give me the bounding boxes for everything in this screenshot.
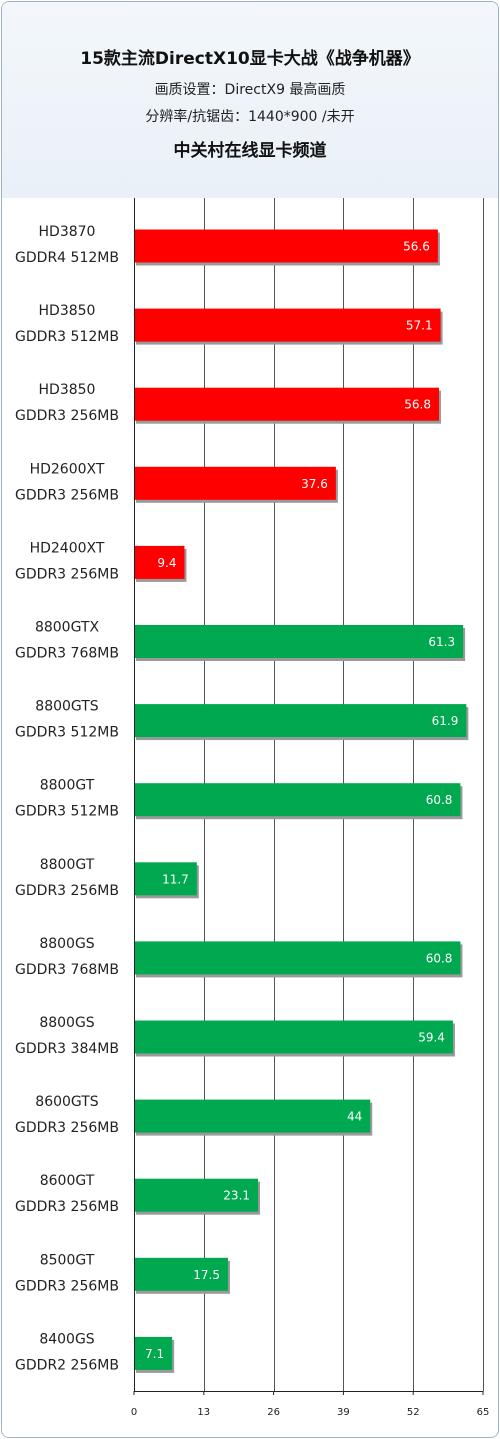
data-label: 60.8	[426, 793, 453, 807]
category-label: GDDR3 256MB	[15, 1278, 119, 1294]
x-tick-label: 52	[407, 1407, 420, 1418]
bar	[134, 1020, 453, 1054]
category-label: 8800GTS	[35, 699, 99, 715]
category-label: GDDR2 256MB	[15, 1357, 119, 1373]
category-label: 8800GS	[39, 1015, 94, 1031]
bar	[134, 466, 336, 500]
category-label: HD3850	[39, 382, 96, 398]
category-label: 8600GT	[40, 1173, 95, 1189]
category-label: 8800GT	[40, 857, 95, 873]
category-label: GDDR3 256MB	[15, 1120, 119, 1136]
category-label: GDDR3 768MB	[15, 962, 119, 978]
category-label: HD2400XT	[30, 540, 105, 556]
bar	[134, 1257, 228, 1291]
category-label: GDDR3 256MB	[15, 1199, 119, 1215]
data-label: 59.4	[418, 1031, 445, 1045]
data-label: 9.4	[157, 556, 176, 570]
category-label: HD3850	[39, 303, 96, 319]
category-label: 8600GTS	[35, 1094, 99, 1110]
data-label: 60.8	[426, 951, 453, 965]
category-label: 8500GT	[40, 1252, 95, 1268]
data-label: 56.6	[403, 240, 430, 254]
category-label: GDDR3 512MB	[15, 804, 119, 820]
bar	[134, 783, 461, 817]
bar	[134, 1099, 371, 1133]
bar	[134, 229, 438, 263]
data-label: 57.1	[406, 319, 433, 333]
category-label: GDDR3 256MB	[15, 408, 119, 424]
bar	[134, 1178, 259, 1212]
bar	[134, 387, 439, 421]
bar	[134, 308, 441, 342]
bar	[134, 862, 197, 896]
category-label: GDDR3 768MB	[15, 646, 119, 662]
category-label: GDDR3 256MB	[15, 566, 119, 582]
category-label: HD3870	[39, 224, 96, 240]
chart-subtitle-resolution: 分辨率/抗锯齿：1440*900 /未开	[145, 109, 355, 125]
chart-title: 15款主流DirectX10显卡大战《战争机器》	[80, 49, 420, 69]
category-label: GDDR3 512MB	[15, 329, 119, 345]
data-label: 61.9	[432, 714, 459, 728]
chart-header: 15款主流DirectX10显卡大战《战争机器》 画质设置：DirectX9 最…	[2, 2, 498, 198]
data-label: 7.1	[145, 1347, 164, 1361]
data-label: 17.5	[193, 1268, 220, 1282]
chart-subtitle-source: 中关村在线显卡频道	[173, 141, 327, 161]
plot-area: 56.6 HD3870 GDDR4 512MB 57.1 HD3850 GDDR3 512…	[2, 198, 498, 1437]
category-label: 8800GT	[40, 778, 95, 794]
category-label: 8800GS	[39, 936, 94, 952]
x-tick-label: 0	[131, 1407, 137, 1418]
category-label: GDDR3 256MB	[15, 883, 119, 899]
bar	[134, 625, 464, 658]
category-label: GDDR3 384MB	[15, 1041, 119, 1057]
x-tick-label: 65	[477, 1407, 490, 1418]
category-label: 8800GTX	[35, 620, 100, 636]
data-label: 61.3	[428, 635, 455, 649]
data-label: 56.8	[404, 398, 431, 412]
data-label: 37.6	[301, 477, 328, 491]
category-label: GDDR3 512MB	[15, 725, 119, 741]
bar	[134, 704, 467, 738]
category-label: GDDR3 256MB	[15, 487, 119, 503]
x-tick-label: 39	[337, 1407, 350, 1418]
bar-chart: 56.6 HD3870 GDDR4 512MB 57.1 HD3850 GDDR3 512…	[15, 198, 490, 1418]
bar	[134, 1336, 173, 1370]
chart-subtitle-settings: 画质设置：DirectX9 最高画质	[154, 82, 346, 98]
data-label: 44	[347, 1110, 362, 1124]
bar	[134, 941, 461, 975]
data-label: 23.1	[223, 1189, 250, 1203]
bar	[134, 545, 185, 579]
data-label: 11.7	[162, 872, 189, 886]
category-label: HD2600XT	[30, 461, 105, 477]
x-tick-label: 26	[267, 1407, 280, 1418]
category-label: 8400GS	[39, 1331, 94, 1347]
category-label: GDDR4 512MB	[15, 250, 119, 266]
x-tick-label: 13	[197, 1407, 210, 1418]
